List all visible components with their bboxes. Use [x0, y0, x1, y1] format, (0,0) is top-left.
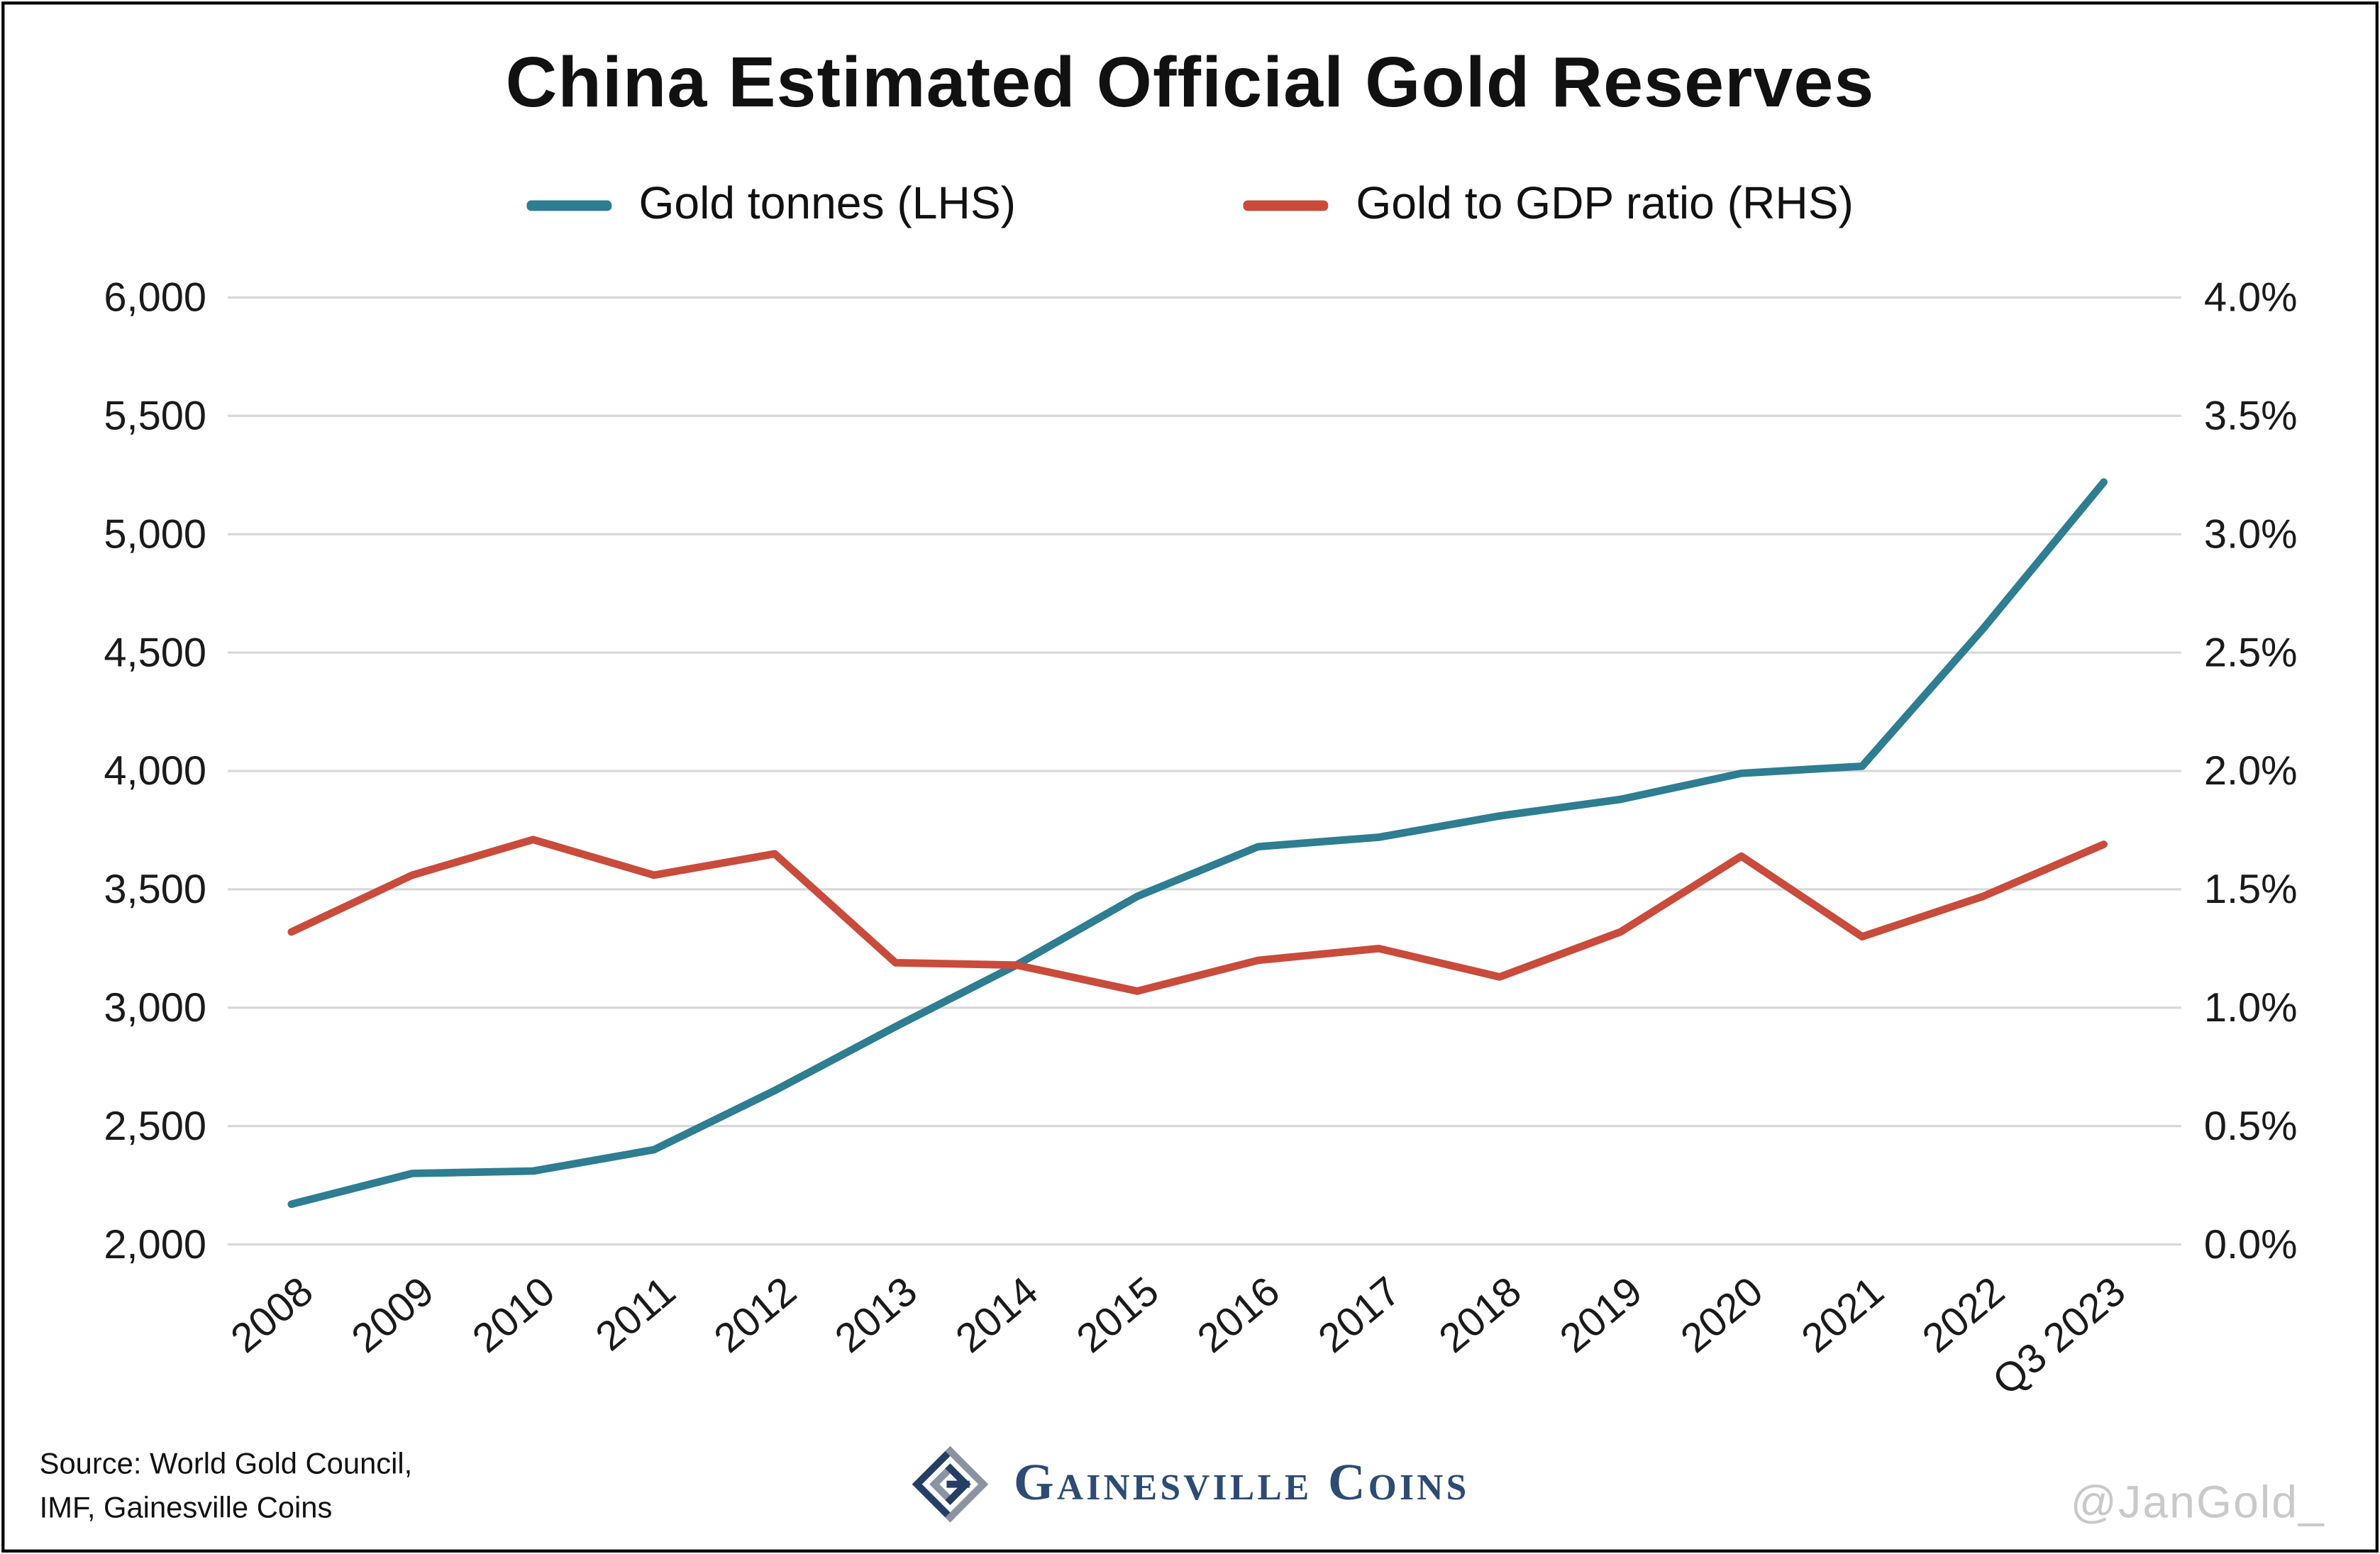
watermark-handle: @JanGold_ [2070, 1478, 2326, 1528]
chart-legend: Gold tonnes (LHS) Gold to GDP ratio (RHS… [0, 179, 2380, 231]
y-axis-right-label: 2.0% [2204, 748, 2298, 794]
x-axis-label: 2020 [1673, 1268, 1772, 1362]
y-axis-left-label: 5,000 [104, 511, 206, 557]
x-axis-label: 2022 [1914, 1268, 2013, 1362]
x-axis-label: Q3 2023 [1984, 1268, 2134, 1404]
source-line-2: IMF, Gainesville Coins [39, 1491, 333, 1525]
x-axis-label: 2008 [223, 1268, 322, 1362]
legend-swatch-gold-tonnes [526, 199, 611, 211]
y-axis-right-label: 0.5% [2204, 1104, 2298, 1149]
y-axis-left-label: 6,000 [104, 275, 206, 321]
x-axis-label: 2016 [1189, 1268, 1288, 1362]
y-axis-right-label: 3.0% [2204, 511, 2298, 557]
source-note: Source: World Gold Council, IMF, Gainesv… [40, 1444, 413, 1530]
legend-label-gold-tonnes: Gold tonnes (LHS) [638, 179, 1017, 230]
x-axis-label: 2012 [706, 1268, 805, 1362]
x-axis-label: 2018 [1431, 1268, 1530, 1362]
source-line-1: Source: World Gold Council, [39, 1448, 413, 1482]
x-axis-label: 2017 [1310, 1268, 1410, 1362]
series-line-gold-tonnes-lhs [287, 478, 2108, 1209]
x-axis-label: 2015 [1068, 1268, 1168, 1362]
x-axis-label: 2021 [1793, 1268, 1893, 1362]
x-axis-label: 2019 [1551, 1268, 1651, 1362]
y-axis-left-label: 2,500 [104, 1104, 206, 1149]
x-axis-label: 2010 [464, 1268, 563, 1362]
x-axis-label: 2014 [948, 1268, 1047, 1362]
y-axis-left-label: 5,500 [104, 394, 206, 439]
x-axis-label: 2011 [587, 1268, 684, 1360]
legend-swatch-gdp-ratio [1244, 199, 1329, 211]
y-axis-left-label: 2,000 [104, 1222, 206, 1267]
y-axis-right-label: 2.5% [2204, 630, 2298, 675]
legend-label-gdp-ratio: Gold to GDP ratio (RHS) [1356, 179, 1854, 230]
y-axis-left-label: 4,000 [104, 748, 206, 794]
y-axis-left-label: 3,500 [104, 867, 206, 912]
y-axis-right-label: 0.0% [2204, 1222, 2298, 1267]
x-axis-label: 2009 [343, 1268, 443, 1362]
x-axis-label: 2013 [826, 1268, 926, 1362]
y-axis-right-label: 1.5% [2204, 867, 2298, 912]
y-axis-left-label: 4,500 [104, 630, 206, 675]
chart-title: China Estimated Official Gold Reserves [505, 40, 1875, 122]
y-axis-left-label: 3,000 [104, 985, 206, 1031]
series-line-gold-to-gdp-ratio-rhs [287, 836, 2108, 995]
legend-item-gold-tonnes: Gold tonnes (LHS) [526, 179, 1016, 231]
legend-item-gdp-ratio: Gold to GDP ratio (RHS) [1244, 179, 1854, 231]
y-axis-right-label: 1.0% [2204, 985, 2298, 1031]
y-axis-right-label: 4.0% [2204, 275, 2298, 321]
y-axis-right-label: 3.5% [2204, 394, 2298, 439]
